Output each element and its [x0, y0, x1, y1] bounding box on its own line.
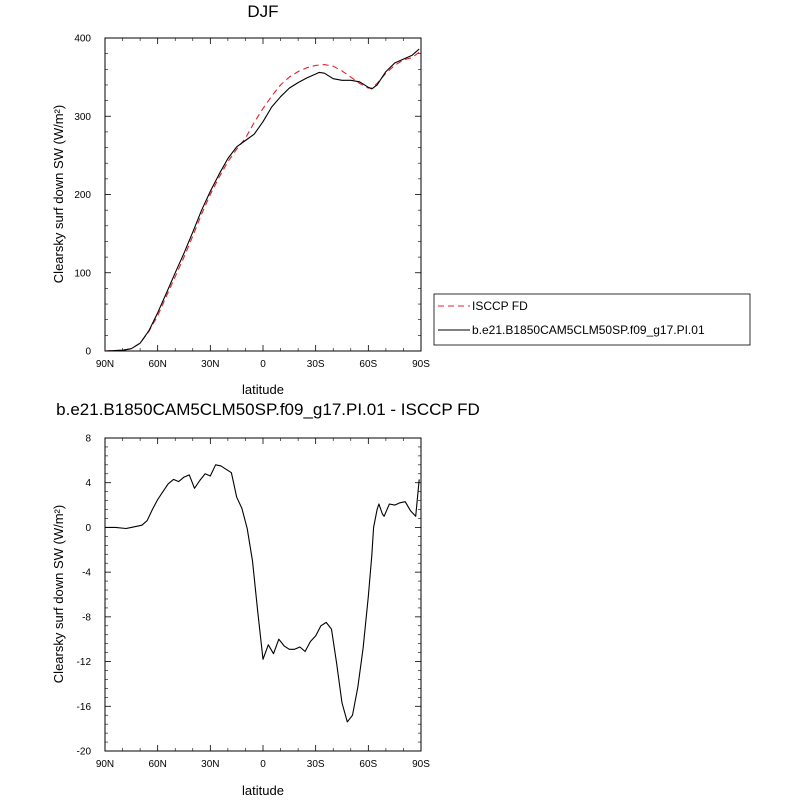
- chart-bottom-ytick-label: 4: [85, 478, 91, 489]
- legend-box: [433, 293, 751, 346]
- chart-bottom-xtick-label: 30S: [307, 759, 325, 770]
- chart-bottom-xtick-label: 90S: [412, 759, 430, 770]
- chart-bottom-ytick-label: 8: [85, 434, 91, 445]
- chart-bottom-xtick-label: 30N: [201, 759, 219, 770]
- legend: ISCCP FD b.e21.B1850CAM5CLM50SP.f09_g17.…: [433, 293, 751, 346]
- legend-label-isccp: ISCCP FD: [472, 299, 528, 313]
- chart-top-series-model-line: [104, 48, 420, 352]
- chart-top-xtick-label: 30S: [307, 359, 325, 370]
- chart-bottom-ytick-label: -12: [77, 657, 92, 668]
- chart-top-frame: [104, 37, 422, 352]
- chart-bottom-frame: [104, 437, 422, 752]
- chart-top-xlabel: latitude: [242, 382, 284, 397]
- chart-top-axes: 90N 60N 30N 0 30S 60S 90S 0 100 200 300 400: [74, 34, 430, 371]
- chart-bottom-ylabel: Clearsky surf down SW (W/m²): [51, 505, 66, 683]
- chart-top: DJF latitude Clearsky surf down SW (W/m²…: [51, 2, 430, 397]
- chart-top-xtick-label: 60S: [359, 359, 377, 370]
- chart-bottom-ytick-label: -20: [77, 747, 92, 758]
- chart-bottom-series-difference-line: [105, 464, 420, 723]
- chart-bottom-title: b.e21.B1850CAM5CLM50SP.f09_g17.PI.01 - I…: [56, 400, 480, 419]
- chart-bottom-axes: 90N 60N 30N 0 30S 60S 90S -20 -16 -12 -8 -4 0 4 8: [77, 434, 431, 771]
- chart-bottom-xtick-label: 60N: [148, 759, 166, 770]
- chart-bottom: b.e21.B1850CAM5CLM50SP.f09_g17.PI.01 - I…: [51, 400, 480, 798]
- chart-top-ytick-label: 100: [74, 268, 91, 279]
- legend-label-model: b.e21.B1850CAM5CLM50SP.f09_g17.PI.01: [472, 323, 705, 337]
- chart-top-series: [104, 48, 420, 352]
- chart-bottom-series: [105, 464, 420, 723]
- chart-top-ytick-label: 300: [74, 112, 91, 123]
- chart-top-ytick-label: 200: [74, 190, 91, 201]
- chart-top-xtick-label: 90S: [412, 359, 430, 370]
- chart-bottom-xlabel: latitude: [242, 783, 284, 798]
- chart-bottom-ytick-label: -16: [77, 702, 92, 713]
- chart-top-xtick-label: 0: [260, 359, 266, 370]
- chart-top-title: DJF: [247, 2, 278, 21]
- chart-top-ytick-label: 400: [74, 34, 91, 45]
- chart-bottom-ytick-label: -8: [82, 612, 91, 623]
- chart-top-xtick-label: 60N: [148, 359, 166, 370]
- chart-top-xtick-label: 30N: [201, 359, 219, 370]
- chart-bottom-ytick-label: -4: [82, 568, 91, 579]
- chart-bottom-ytick-label: 0: [85, 523, 91, 534]
- chart-top-series-isccp-line: [104, 51, 420, 352]
- chart-bottom-xtick-label: 0: [260, 759, 266, 770]
- chart-top-ylabel: Clearsky surf down SW (W/m²): [51, 105, 66, 283]
- chart-bottom-xtick-label: 90N: [96, 759, 114, 770]
- chart-bottom-xtick-label: 60S: [359, 759, 377, 770]
- chart-top-xtick-label: 90N: [96, 359, 114, 370]
- chart-top-ytick-label: 0: [85, 347, 91, 358]
